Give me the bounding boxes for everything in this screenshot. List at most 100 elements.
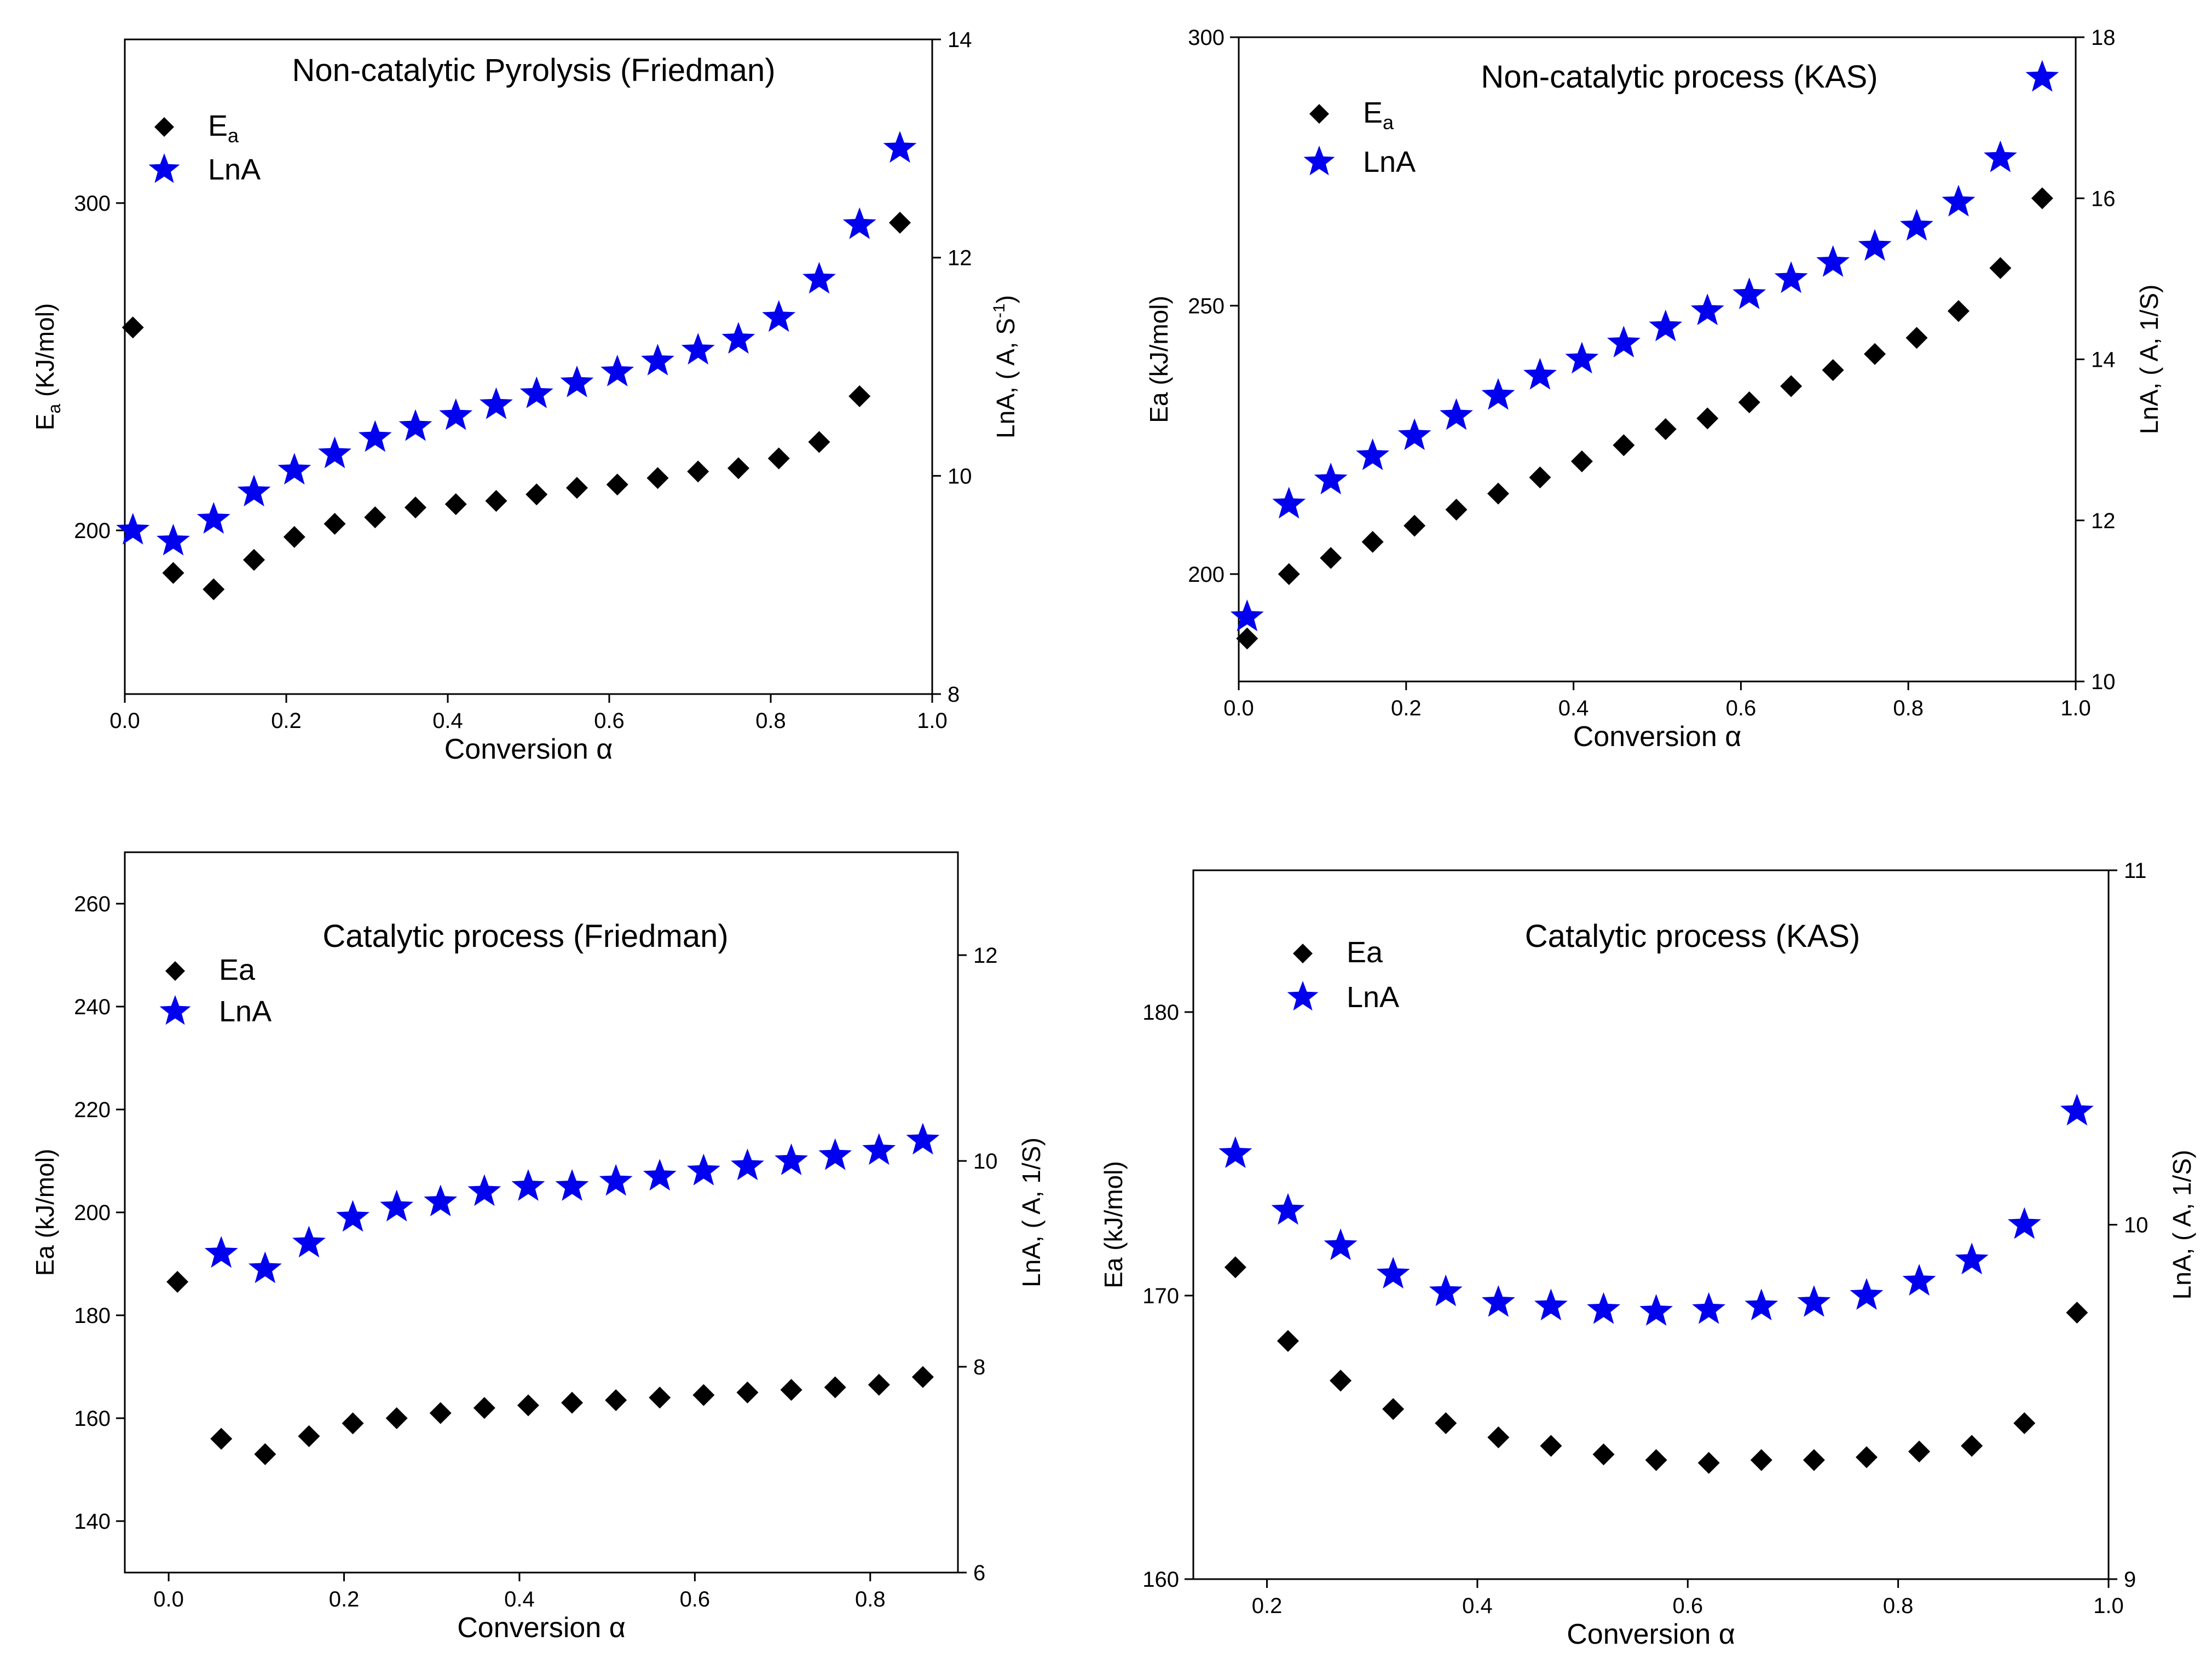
ea-point (1278, 563, 1300, 585)
y-tick-label: 180 (74, 1304, 111, 1328)
ea-point (283, 525, 305, 548)
x-tick-label: 0.4 (1462, 1594, 1493, 1618)
x-tick-label: 0.0 (1223, 696, 1254, 720)
lna-point (2060, 1094, 2094, 1126)
lna-point (1797, 1285, 1831, 1317)
lna-point (398, 409, 432, 441)
ea-point (1738, 391, 1760, 413)
y2-tick-label: 8 (948, 683, 960, 707)
ea-point (342, 1412, 364, 1435)
lna-point (439, 398, 473, 430)
lna-point (116, 513, 150, 545)
lna-point (883, 131, 917, 163)
lna-point (511, 1169, 545, 1201)
lna-point (681, 333, 715, 365)
legend-ea-marker (1309, 104, 1329, 124)
lna-point (1481, 1285, 1515, 1317)
y2-tick-label: 10 (973, 1149, 998, 1174)
lna-point (248, 1251, 282, 1284)
ea-point (1654, 418, 1677, 441)
lna-point (480, 387, 513, 419)
y2-tick-label: 10 (948, 464, 972, 488)
lna-point (358, 420, 392, 452)
chart-title: Non-catalytic process (KAS) (1481, 59, 1878, 95)
y-axis-label: Ea (kJ/mol) (1099, 1161, 1128, 1288)
plot-frame (1192, 869, 2110, 1580)
y-tick-label: 180 (1142, 1001, 1179, 1025)
ea-point (1435, 1412, 1457, 1435)
ea-point (1947, 300, 1970, 322)
lna-point (1690, 293, 1724, 326)
y2-tick-label: 12 (2091, 509, 2116, 533)
y2-tick-label: 11 (2124, 859, 2147, 883)
x-axis-label: Conversion α (457, 1612, 626, 1644)
ea-point (1696, 407, 1719, 430)
legend-ea-label: Ea (219, 953, 256, 986)
y2-axis-label: LnA, ( A, 1/S) (2135, 285, 2163, 435)
lna-point (1324, 1228, 1358, 1261)
ea-point (1908, 1440, 1931, 1463)
lna-point (467, 1174, 501, 1206)
lna-point (1850, 1278, 1884, 1310)
lna-point (1816, 245, 1850, 277)
ea-point (1277, 1330, 1299, 1352)
lna-point (1397, 418, 1431, 450)
ea-point (517, 1394, 539, 1417)
legend-lna-marker (1287, 981, 1319, 1011)
legend-lna-marker (159, 995, 191, 1025)
lna-point (1955, 1242, 1989, 1275)
ea-point (298, 1425, 320, 1447)
ea-point (324, 513, 346, 535)
y-tick-label: 200 (1188, 563, 1225, 587)
lna-point (380, 1189, 414, 1222)
lna-point (2007, 1207, 2041, 1239)
ea-point (122, 316, 144, 339)
lna-point (1902, 1264, 1936, 1296)
ea-point (646, 467, 669, 489)
ea-point (889, 211, 911, 234)
lna-point (204, 1236, 238, 1268)
ea-point (364, 506, 386, 529)
lna-point (1429, 1274, 1463, 1307)
ea-point (2031, 187, 2053, 210)
ea-point (848, 385, 871, 407)
lna-point (1858, 229, 1892, 261)
lna-point (818, 1138, 852, 1170)
x-tick-label: 0.0 (153, 1587, 184, 1611)
ea-point (525, 483, 548, 506)
ea-point (1224, 1256, 1246, 1279)
x-tick-label: 0.6 (1672, 1594, 1703, 1618)
ea-point (824, 1376, 846, 1398)
ea-point (606, 473, 628, 496)
lna-point (1984, 140, 2017, 172)
legend-ea-label: Ea (208, 109, 239, 147)
x-tick-label: 0.4 (432, 709, 463, 733)
ea-point (1320, 547, 1342, 569)
ea-point (767, 447, 790, 470)
ea-point (1803, 1449, 1825, 1471)
chart-panel-1: 0.0 0.2 0.4 0.6 0.8 1.0 200 300 8 10 12 14 Conversio… (31, 28, 1020, 765)
lna-point (1230, 599, 1264, 632)
lna-point (1523, 357, 1557, 390)
lna-point (1565, 342, 1599, 374)
legend-ea-marker (154, 117, 174, 137)
ea-point (254, 1443, 276, 1465)
ea-point (868, 1373, 890, 1396)
ea-point (2066, 1302, 2088, 1324)
x-axis-label: Conversion α (1573, 721, 1742, 753)
y-tick-label: 200 (74, 1201, 111, 1225)
lna-point (906, 1123, 940, 1155)
x-tick-label: 0.4 (1558, 696, 1589, 720)
y2-axis-label: LnA, ( A, S-1) (990, 295, 1020, 438)
y-axis-label: Ea (KJ/mol) (31, 303, 64, 430)
lna-point (1774, 261, 1808, 293)
lna-point (197, 502, 230, 534)
y-tick-label: 140 (74, 1510, 111, 1534)
ea-point (808, 431, 830, 453)
x-tick-label: 1.0 (2093, 1594, 2124, 1618)
y2-tick-label: 6 (973, 1561, 985, 1585)
lna-point (1534, 1288, 1568, 1321)
ea-point (1382, 1398, 1405, 1420)
lna-point (237, 475, 271, 507)
y-axis-label: Ea (kJ/mol) (1145, 296, 1173, 423)
